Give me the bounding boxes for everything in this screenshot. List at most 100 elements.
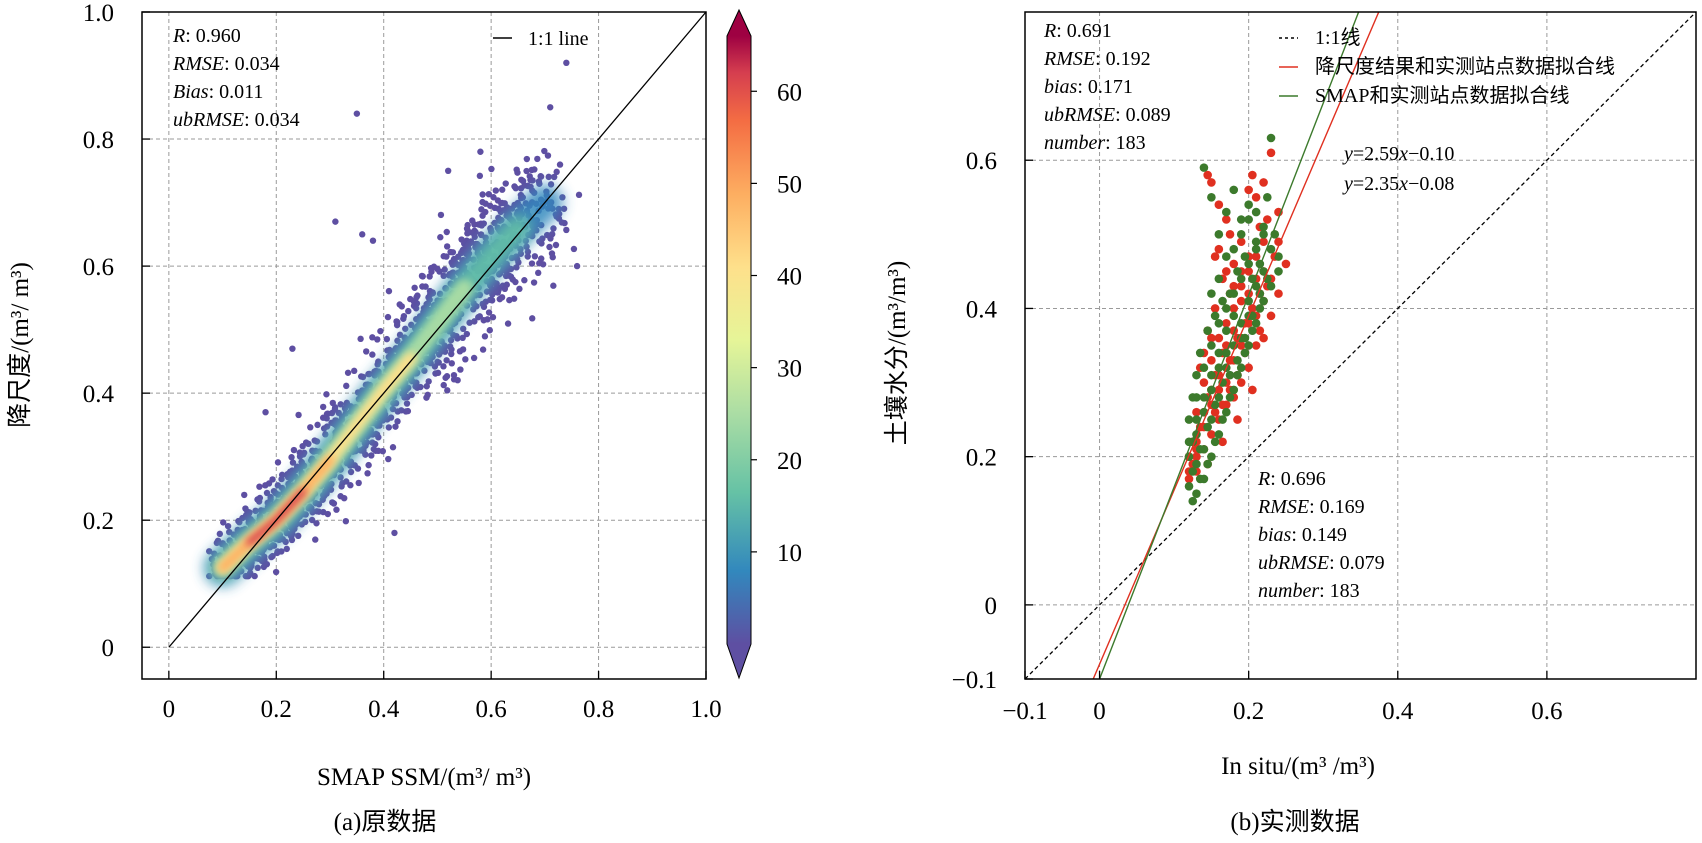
grid-b xyxy=(1025,12,1696,679)
x-tick-label: 1.0 xyxy=(690,696,721,723)
smap-point xyxy=(1240,348,1250,358)
scatter-point xyxy=(383,335,391,343)
scatter-point xyxy=(476,172,484,180)
scatter-point xyxy=(425,378,432,385)
downscaled-point xyxy=(1184,474,1194,484)
scatter-point xyxy=(463,225,471,232)
scatter-point xyxy=(480,317,487,324)
scatter-point xyxy=(330,500,338,507)
downscaled-point xyxy=(1274,289,1283,298)
scatter-point xyxy=(538,255,545,262)
smap-point xyxy=(1240,333,1250,343)
scatter-point xyxy=(242,505,249,512)
scatter-point xyxy=(496,295,503,303)
scatter-point xyxy=(486,327,493,334)
scatter-point xyxy=(295,532,302,540)
scatter-point xyxy=(514,169,521,176)
scatter-point xyxy=(524,253,531,260)
scatter-point xyxy=(288,454,295,461)
scatter-point xyxy=(370,445,377,453)
smap-point xyxy=(1233,370,1242,380)
colorbar-outline xyxy=(726,8,752,680)
scatter-point xyxy=(459,334,466,342)
downscaled-point xyxy=(1210,407,1220,417)
scatter-point xyxy=(535,178,543,185)
downscaled-point xyxy=(1210,252,1220,261)
red-fit-line xyxy=(1092,12,1380,679)
scatter-point xyxy=(448,350,455,358)
scatter-point xyxy=(426,287,434,295)
smap-point xyxy=(1214,274,1224,284)
scatter-point xyxy=(347,468,355,476)
smap-point xyxy=(1192,459,1201,469)
scatter-point xyxy=(490,194,497,201)
stats-box-green: R: 0.691 RMSE: 0.192 bias: 0.171 ubRMSE:… xyxy=(1043,20,1171,154)
scatter-point xyxy=(529,315,536,322)
downscaled-point xyxy=(1207,178,1216,187)
downscaled-point xyxy=(1259,333,1268,343)
smap-point xyxy=(1225,370,1235,380)
scatter-point xyxy=(351,367,358,375)
scatter-point xyxy=(417,383,424,391)
downscaled-point xyxy=(1244,267,1253,276)
scatter-outlier xyxy=(289,345,296,352)
scatter-point xyxy=(552,241,560,249)
scatter-point xyxy=(510,295,518,302)
scatter-point xyxy=(486,296,494,304)
stat-ubrmse: ubRMSE: 0.034 xyxy=(173,109,300,131)
scatter-point xyxy=(324,410,331,417)
scatter-point xyxy=(561,219,568,227)
scatter-point xyxy=(272,568,280,576)
smap-point xyxy=(1229,311,1239,321)
scatter-point xyxy=(358,373,365,380)
scatter-point xyxy=(468,229,476,236)
scatter-point xyxy=(392,423,399,430)
smap-point xyxy=(1203,459,1212,469)
smap-point xyxy=(1251,237,1261,247)
scatter-point xyxy=(333,506,340,513)
scatter-point xyxy=(337,401,344,408)
colorbar-tick-label: 60 xyxy=(777,79,802,106)
scatter-point xyxy=(313,438,321,445)
colorbar-gradient xyxy=(727,36,751,644)
scatter-point xyxy=(384,313,392,321)
smap-point xyxy=(1210,311,1220,321)
smap-point xyxy=(1263,192,1272,202)
downscaled-point xyxy=(1259,178,1268,187)
scatter-point xyxy=(493,283,500,290)
green-stat-number: number: 183 xyxy=(1044,132,1146,154)
smap-point xyxy=(1218,296,1227,306)
y-tick-label: 0.6 xyxy=(83,254,114,281)
stats-box-red: R: 0.696 RMSE: 0.169 bias: 0.149 ubRMSE:… xyxy=(1257,468,1385,602)
scatter-point xyxy=(523,167,530,175)
scatter-point xyxy=(320,425,328,432)
scatter-outlier xyxy=(444,167,452,175)
colorbar-ticks: 10 20 30 40 50 60 xyxy=(751,79,802,567)
ticks-a: 0 0.2 0.4 0.6 0.8 1.0 0 0.2 0.4 0.6 0.8 1.0 xyxy=(83,0,722,723)
scatter-point xyxy=(426,296,433,303)
scatter-point xyxy=(419,273,426,280)
scatter-point xyxy=(360,447,367,455)
colorbar-tick-label: 40 xyxy=(777,264,802,291)
y-tick-label: 0 xyxy=(102,635,115,662)
scatter-point xyxy=(235,517,242,525)
smap-point xyxy=(1255,304,1265,313)
scatter-point xyxy=(213,539,221,547)
scatter-point xyxy=(475,314,482,321)
downscaled-point xyxy=(1218,400,1227,410)
smap-point xyxy=(1184,482,1194,491)
smap-point xyxy=(1259,222,1268,232)
y-tick-label: 0.8 xyxy=(83,127,114,154)
subtitle-a: (a)原数据 xyxy=(334,808,437,836)
smap-point xyxy=(1222,407,1231,417)
scatter-point xyxy=(396,331,404,339)
scatter-point xyxy=(402,325,409,332)
scatter-point xyxy=(500,207,507,214)
scatter-point xyxy=(424,391,431,399)
red-stat-bias: bias: 0.149 xyxy=(1258,524,1347,546)
scatter-outlier xyxy=(563,59,570,67)
scatter-outlier xyxy=(262,409,269,416)
downscaled-point xyxy=(1199,378,1209,387)
scatter-point xyxy=(319,403,327,411)
smap-point xyxy=(1203,326,1212,335)
